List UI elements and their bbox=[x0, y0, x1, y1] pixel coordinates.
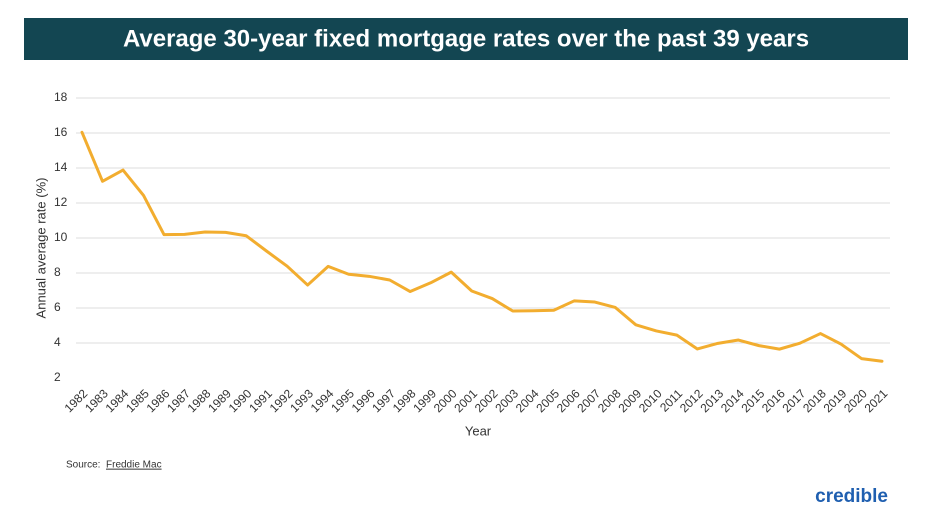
chart-title: Average 30-year fixed mortgage rates ove… bbox=[123, 25, 809, 52]
x-axis-label: Year bbox=[465, 423, 492, 438]
y-tick-label: 16 bbox=[54, 125, 68, 139]
y-tick-label: 18 bbox=[54, 90, 68, 104]
brand-logo: credible bbox=[815, 486, 888, 507]
y-tick-label: 2 bbox=[54, 370, 61, 384]
y-tick-label: 10 bbox=[54, 230, 68, 244]
title-bar bbox=[24, 18, 908, 60]
y-tick-label: 4 bbox=[54, 335, 61, 349]
y-tick-label: 8 bbox=[54, 265, 61, 279]
x-tick-label: 2021 bbox=[862, 386, 891, 415]
y-axis-label: Annual average rate (%) bbox=[33, 178, 48, 319]
data-line bbox=[80, 130, 884, 363]
source-link[interactable]: Freddie Mac bbox=[106, 460, 162, 471]
y-tick-label: 14 bbox=[54, 160, 68, 174]
y-tick-label: 12 bbox=[54, 195, 68, 209]
y-tick-label: 6 bbox=[54, 300, 61, 314]
source-prefix: Source: bbox=[66, 460, 100, 471]
